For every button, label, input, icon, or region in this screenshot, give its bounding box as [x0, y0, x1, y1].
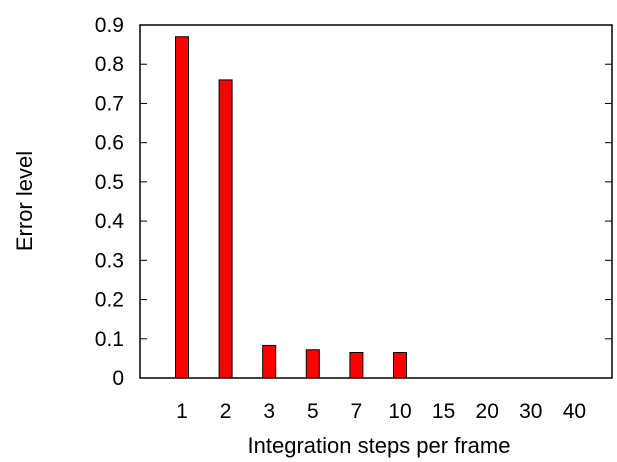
y-tick-label: 0.4 [95, 210, 125, 233]
x-tick-label: 10 [388, 400, 411, 423]
bar [305, 349, 320, 379]
y-tick-label: 0 [112, 367, 124, 390]
bar [262, 344, 277, 379]
x-tick-label: 2 [220, 400, 232, 423]
y-tick-label: 0.7 [95, 92, 124, 115]
bar [175, 36, 189, 379]
bars [175, 36, 407, 379]
x-tick-label: 1 [176, 400, 188, 423]
y-tick-label: 0.9 [95, 14, 124, 37]
x-tick-label: 5 [307, 400, 319, 423]
y-tick-label: 0.8 [95, 53, 124, 76]
y-axis-ticks: 0 0.1 0.2 0.3 0.4 0.5 0.6 0.7 0.8 0.9 [95, 14, 612, 390]
x-tick-label: 3 [263, 400, 275, 423]
bar [218, 79, 233, 379]
y-tick-label: 0.3 [95, 249, 124, 272]
plot-frame [139, 24, 613, 379]
x-tick-label: 15 [432, 400, 455, 423]
y-tick-label: 0.5 [95, 171, 124, 194]
y-axis-label: Error level [12, 151, 37, 251]
bar [393, 352, 407, 379]
x-tick-label: 7 [351, 400, 363, 423]
y-tick-label: 0.6 [95, 132, 124, 155]
x-tick-label: 20 [476, 400, 499, 423]
x-tick-label: 30 [519, 400, 542, 423]
x-tick-label: 40 [563, 400, 586, 423]
x-axis-ticks: 1 2 3 5 7 10 15 20 30 40 [176, 400, 586, 423]
bar [349, 352, 364, 379]
y-tick-label: 0.1 [95, 328, 124, 351]
y-tick-label: 0.2 [95, 289, 124, 312]
x-axis-label: Integration steps per frame [248, 433, 511, 458]
